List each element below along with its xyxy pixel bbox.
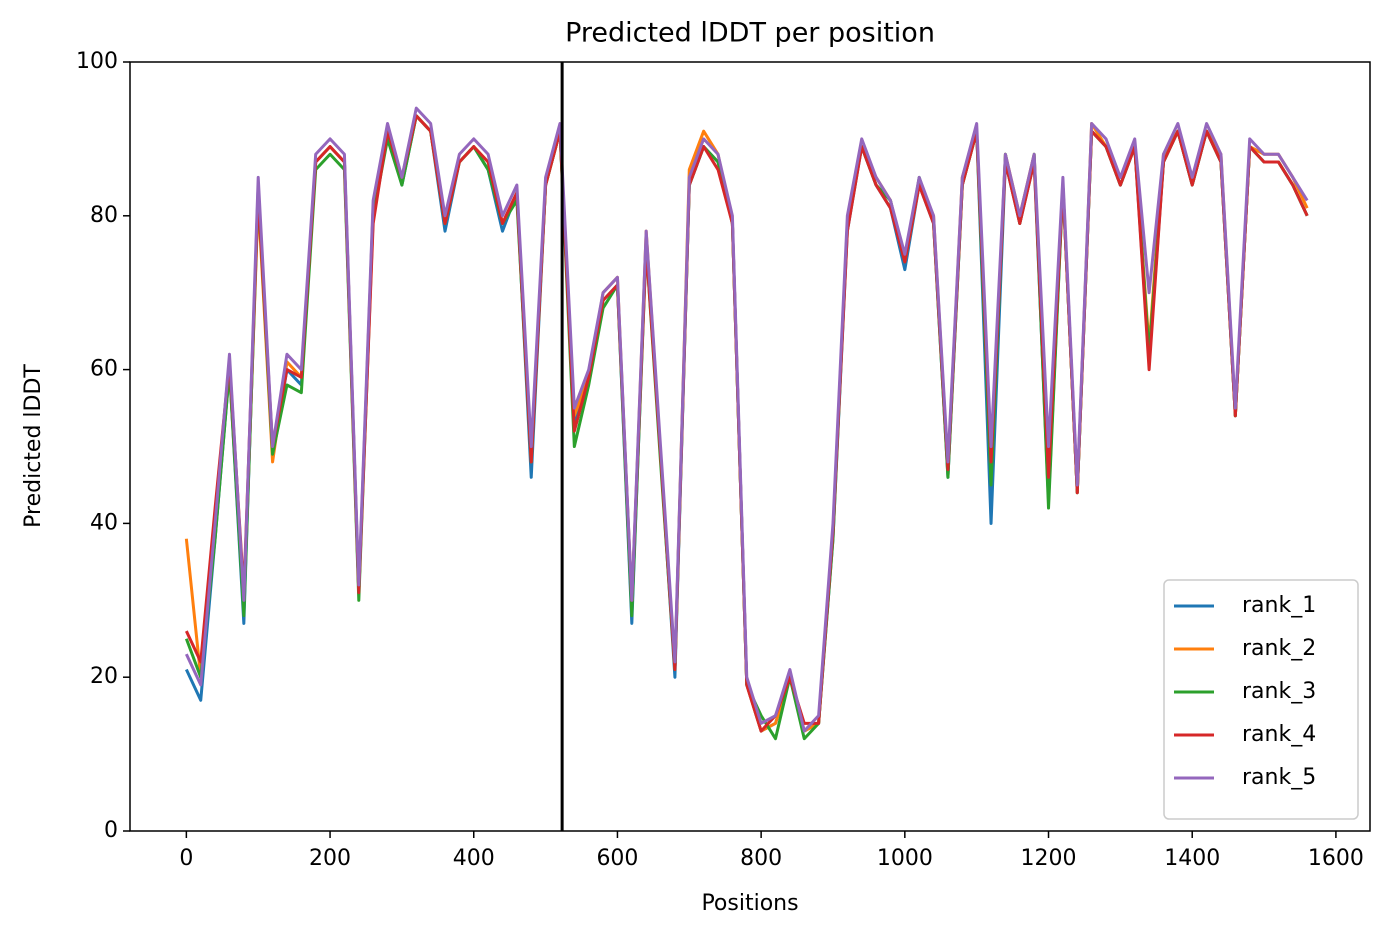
x-tick-label: 200 (309, 846, 351, 871)
x-tick-label: 1400 (1164, 846, 1220, 871)
x-axis-label: Positions (701, 891, 798, 916)
y-tick-label: 20 (90, 664, 118, 689)
y-tick-label: 0 (104, 818, 118, 843)
x-tick-label: 1000 (877, 846, 933, 871)
legend-box (1163, 579, 1359, 820)
legend-label: rank_1 (1242, 593, 1316, 618)
y-axis-label: Predicted lDDT (21, 364, 46, 528)
legend-label: rank_5 (1242, 765, 1316, 790)
y-tick-label: 80 (90, 203, 118, 228)
y-tick-label: 100 (76, 49, 118, 74)
legend-label: rank_3 (1242, 679, 1316, 704)
x-tick-label: 1200 (1021, 846, 1077, 871)
chart-title: Predicted lDDT per position (565, 18, 935, 49)
legend-label: rank_2 (1242, 636, 1316, 661)
x-tick-label: 0 (179, 846, 193, 871)
x-tick-label: 1600 (1308, 846, 1364, 871)
series-line (185, 106, 1309, 733)
y-tick-label: 60 (90, 357, 118, 382)
x-tick-label: 800 (740, 846, 782, 871)
x-tick-label: 600 (596, 846, 638, 871)
x-tick-label: 400 (453, 846, 495, 871)
y-tick-label: 40 (90, 510, 118, 535)
plot-frame (129, 61, 1371, 832)
legend-label: rank_4 (1242, 722, 1316, 747)
